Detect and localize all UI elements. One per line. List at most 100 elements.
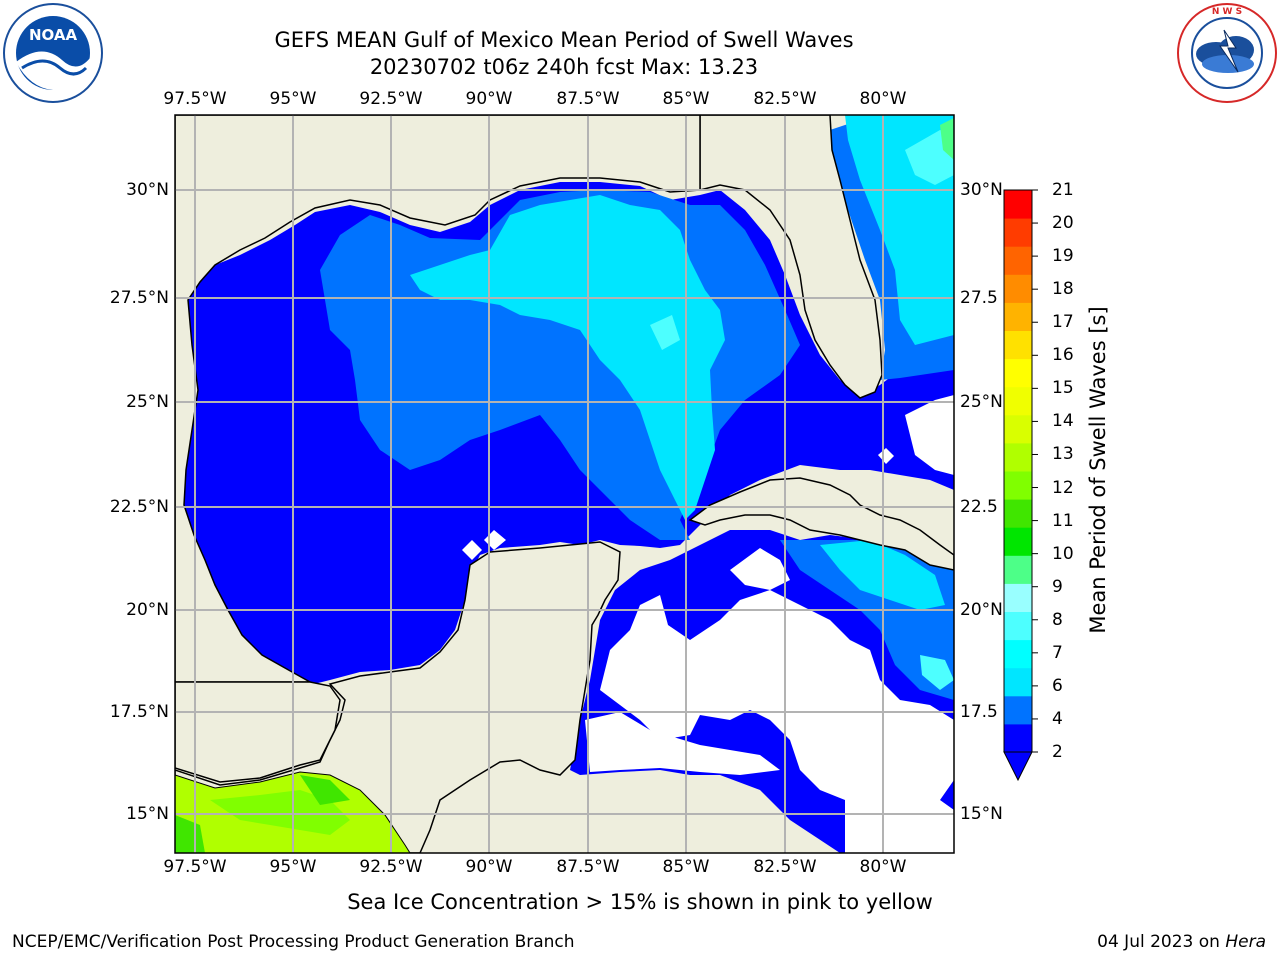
caribbean-swell-light — [920, 655, 954, 690]
lat-label-right: 25°N — [960, 392, 1003, 412]
no-data-region — [585, 712, 780, 775]
lat-label-left: 17.5°N — [109, 702, 169, 722]
lon-label-bottom: 90°W — [465, 857, 513, 877]
colorbar-tick-label: 15 — [1052, 378, 1074, 399]
gulf-swell-lightcyan — [650, 315, 680, 350]
pacific-swell-green — [210, 790, 350, 835]
noaa-logo-text: NOAA — [29, 26, 78, 44]
colorbar-swatch — [1004, 274, 1032, 303]
lon-label-bottom: 95°W — [269, 857, 317, 877]
pacific-swell-deepgreen — [175, 815, 205, 853]
colorbar-swatch — [1004, 330, 1032, 360]
lon-label-bottom: 82.5°W — [753, 857, 817, 877]
colorbar-swatch — [1004, 527, 1032, 556]
colorbar-tick-label: 8 — [1052, 609, 1063, 630]
colorbar-swatch — [1004, 386, 1032, 416]
lat-label-right: 27.5 — [960, 288, 998, 308]
mexico-coast-land — [175, 681, 341, 783]
footer-host: Hera — [1225, 932, 1266, 952]
colorbar-tick-label: 12 — [1052, 477, 1074, 498]
colorbar-swatch — [1004, 723, 1032, 753]
colorbar-swatch — [1004, 218, 1032, 247]
no-data-region — [905, 395, 954, 475]
footer-date: 04 Jul 2023 on Hera — [1097, 932, 1266, 952]
lon-label-top: 90°W — [465, 89, 513, 109]
lat-label-right: 17.5 — [960, 702, 998, 722]
lon-label-top: 92.5°W — [359, 89, 423, 109]
colorbar-swatch — [1004, 414, 1032, 444]
lon-label-top: 95°W — [269, 89, 317, 109]
colorbar-tick-label: 13 — [1052, 444, 1074, 465]
lon-label-bottom: 80°W — [859, 857, 907, 877]
nws-logo: N W S — [1177, 3, 1277, 103]
chart-subtitle: 20230702 t06z 240h fcst Max: 13.23 — [369, 55, 759, 79]
colorbar-swatch — [1004, 583, 1032, 612]
colorbar-extend-arrow — [1003, 751, 1033, 782]
lat-label-left: 22.5°N — [109, 497, 169, 517]
lon-label-top: 87.5°W — [556, 89, 620, 109]
colorbar-tick-label: 17 — [1052, 312, 1074, 333]
chart-title: GEFS MEAN Gulf of Mexico Mean Period of … — [274, 28, 854, 52]
colorbar-tick-label: 2 — [1052, 742, 1063, 762]
colorbar-tick-label: 4 — [1052, 708, 1063, 729]
colorbar-tick-label: 7 — [1052, 642, 1063, 663]
colorbar-tick-label: 14 — [1052, 411, 1074, 432]
colorbar-tick-label: 16 — [1052, 345, 1074, 366]
colorbar-tick-label: 20 — [1052, 213, 1074, 234]
cuba-land — [688, 477, 954, 571]
florida-land — [699, 115, 883, 399]
colorbar-swatch — [1004, 246, 1032, 275]
colorbar-tick-label: 21 — [1052, 180, 1074, 200]
colorbar-tick-label: 19 — [1052, 246, 1074, 267]
colorbar-swatch — [1004, 190, 1032, 219]
lon-label-top: 85°W — [662, 89, 710, 109]
map-gridlines — [175, 115, 954, 853]
colorbar-swatch — [1004, 499, 1032, 528]
map-frame — [174, 114, 955, 854]
colorbar-tick-label: 6 — [1052, 675, 1063, 696]
pacific-swell-deepgreen — [300, 775, 350, 805]
lon-label-top: 82.5°W — [753, 89, 817, 109]
texas-land — [175, 115, 701, 683]
colorbar-label: Mean Period of Swell Waves [s] — [1086, 306, 1110, 634]
lat-label-left: 20°N — [126, 600, 169, 620]
colorbar-tick-label: 18 — [1052, 279, 1074, 300]
lon-label-bottom: 85°W — [662, 857, 710, 877]
atlantic-ocean-green — [940, 118, 954, 160]
atlantic-ocean-light — [905, 130, 954, 185]
colorbar-swatch — [1004, 471, 1032, 500]
lat-label-left: 30°N — [126, 180, 169, 200]
no-data-region — [600, 590, 954, 853]
lon-label-bottom: 87.5°W — [556, 857, 620, 877]
lat-label-left: 25°N — [126, 392, 169, 412]
noaa-logo: NOAA — [3, 3, 103, 103]
lat-label-right: 20°N — [960, 600, 1003, 620]
no-data-region — [730, 548, 790, 590]
colorbar-swatch — [1004, 358, 1032, 388]
lat-label-right: 22.5 — [960, 497, 998, 517]
svg-text:N W S: N W S — [1212, 7, 1242, 17]
lat-label-right: 30°N — [960, 180, 1003, 200]
colorbar-swatch — [1004, 442, 1032, 472]
colorbar-swatch — [1004, 302, 1032, 331]
colorbar-tick-label: 10 — [1052, 543, 1074, 564]
colorbar-swatch — [1004, 611, 1032, 641]
colorbar-swatch — [1004, 695, 1032, 725]
colorbar-swatch — [1004, 639, 1032, 669]
footer-branch: NCEP/EMC/Verification Post Processing Pr… — [12, 932, 575, 952]
no-data-region — [462, 540, 482, 560]
lon-label-top: 97.5°W — [163, 89, 227, 109]
colorbar-swatch — [1004, 667, 1032, 697]
sea-ice-note: Sea Ice Concentration > 15% is shown in … — [347, 890, 933, 914]
footer-date-text: 04 Jul 2023 on — [1097, 932, 1220, 952]
lon-label-top: 80°W — [859, 89, 907, 109]
colorbar-frame — [1003, 189, 1033, 753]
lon-label-bottom: 92.5°W — [359, 857, 423, 877]
colorbar-swatch — [1004, 555, 1032, 584]
colorbar-tick-label: 9 — [1052, 576, 1063, 597]
lon-label-bottom: 97.5°W — [163, 857, 227, 877]
lat-label-left: 27.5°N — [109, 288, 169, 308]
lat-label-right: 15°N — [960, 804, 1003, 824]
